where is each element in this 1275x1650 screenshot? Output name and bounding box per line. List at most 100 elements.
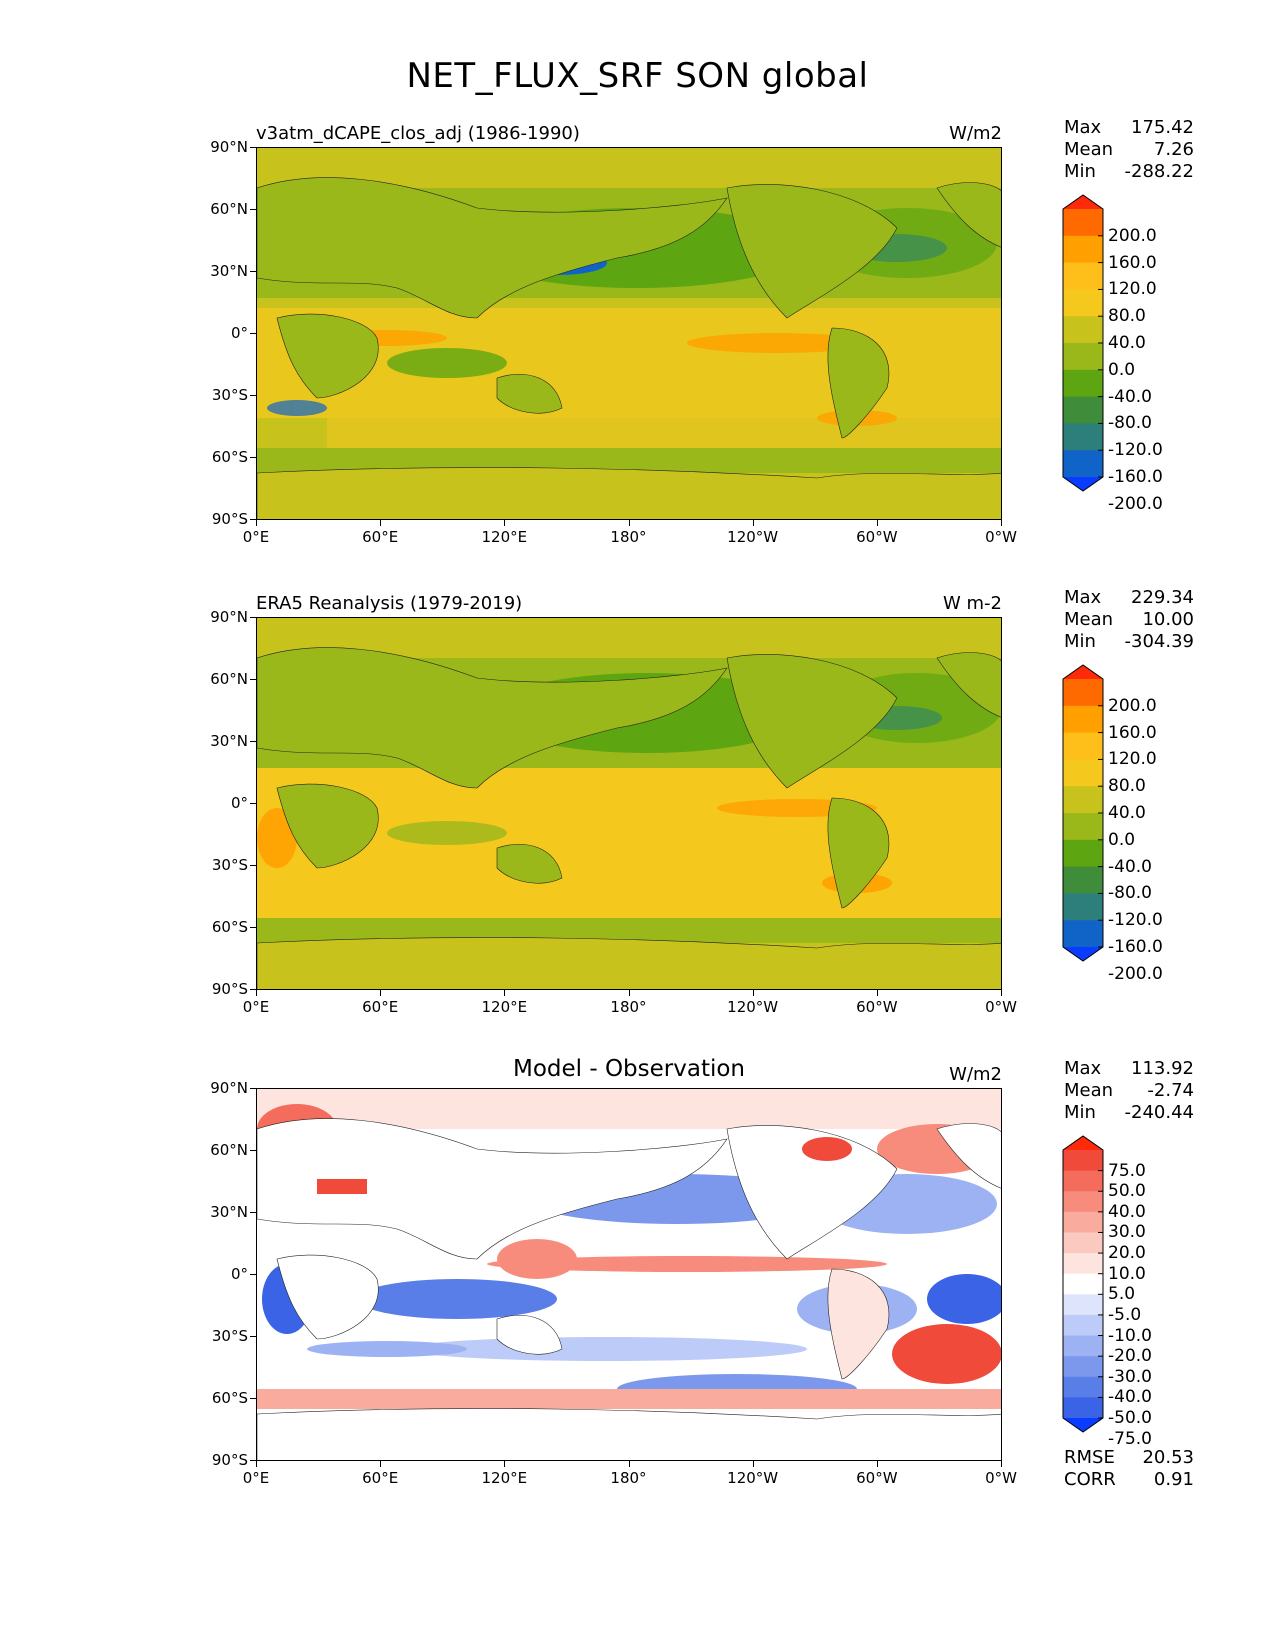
y-tick-label: 90°S bbox=[211, 1451, 248, 1469]
y-tick-mark bbox=[250, 1460, 256, 1461]
y-tick-label: 60°S bbox=[211, 918, 248, 936]
colorbar-segment bbox=[1063, 289, 1103, 317]
y-tick-label: 60°N bbox=[210, 200, 248, 218]
colorbar-tick-label: -75.0 bbox=[1108, 1428, 1152, 1449]
colorbar-tick-label: -80.0 bbox=[1108, 883, 1152, 904]
colorbar-segment bbox=[1063, 893, 1103, 921]
colorbar-tick-label: 20.0 bbox=[1108, 1243, 1146, 1264]
stat-max: 229.34 bbox=[1131, 587, 1194, 608]
colorbar-segment bbox=[1063, 1170, 1103, 1192]
y-tick-mark bbox=[250, 679, 256, 680]
colorbar-segment bbox=[1063, 343, 1103, 371]
colorbar-tick-label: -10.0 bbox=[1108, 1325, 1152, 1346]
panel-stats: Max 113.92 Mean -2.74 Min -240.44 bbox=[1064, 1058, 1194, 1124]
y-tick-label: 90°N bbox=[210, 138, 248, 156]
y-tick-mark bbox=[250, 1088, 256, 1089]
x-tick-label: 120°W bbox=[727, 998, 779, 1016]
map-model bbox=[256, 147, 1002, 520]
colorbar-segment bbox=[1063, 786, 1103, 814]
stat-min: -288.22 bbox=[1124, 161, 1194, 182]
y-tick-mark bbox=[250, 271, 256, 272]
stat-min: -304.39 bbox=[1124, 631, 1194, 652]
map-model-svg bbox=[257, 148, 1001, 519]
x-tick-mark bbox=[628, 1461, 630, 1467]
colorbar-tick-label: -200.0 bbox=[1108, 493, 1163, 514]
metric-corr: 0.91 bbox=[1153, 1469, 1194, 1490]
colorbar-segment bbox=[1063, 1191, 1103, 1213]
colorbar-tick-label: 160.0 bbox=[1108, 722, 1157, 743]
x-tick-mark bbox=[876, 520, 878, 526]
colorbar-tick-label: -40.0 bbox=[1108, 1387, 1152, 1408]
panel-units: W/m2 bbox=[949, 123, 1002, 144]
colorbar-tick-label: -40.0 bbox=[1108, 856, 1152, 877]
colorbar-segment bbox=[1063, 839, 1103, 868]
y-tick-label: 0° bbox=[230, 794, 248, 812]
colorbar-tick-label: 0.0 bbox=[1108, 829, 1136, 850]
colorbar-segment bbox=[1063, 813, 1103, 841]
colorbar-segment bbox=[1063, 759, 1103, 787]
metric-corr-label: CORR bbox=[1064, 1469, 1116, 1490]
map-difference bbox=[256, 1088, 1002, 1461]
panel-metrics: RMSE 20.53 CORR 0.91 bbox=[1064, 1447, 1194, 1491]
x-tick-label: 60°W bbox=[856, 528, 898, 546]
x-tick-label: 60°E bbox=[362, 1469, 399, 1487]
colorbar-tick-label: 40.0 bbox=[1108, 1201, 1146, 1222]
panel-center-title: Model - Observation bbox=[512, 1056, 746, 1082]
x-tick-mark bbox=[504, 520, 506, 526]
x-tick-mark bbox=[628, 520, 630, 526]
colorbar-segment bbox=[1063, 450, 1103, 478]
colorbar-segment bbox=[1063, 262, 1103, 290]
x-tick-mark bbox=[752, 990, 754, 996]
colorbar-segment bbox=[1063, 1294, 1103, 1316]
colorbar-segment bbox=[1063, 1253, 1103, 1275]
panel-units: W/m2 bbox=[949, 1064, 1002, 1085]
x-tick-label: 0°E bbox=[242, 998, 270, 1016]
stat-max: 113.92 bbox=[1131, 1058, 1194, 1079]
x-tick-label: 60°E bbox=[362, 998, 399, 1016]
y-tick-label: 30°N bbox=[210, 1203, 248, 1221]
y-tick-mark bbox=[250, 927, 256, 928]
y-tick-mark bbox=[250, 1398, 256, 1399]
y-tick-mark bbox=[250, 333, 256, 334]
colorbar-tick-label: 160.0 bbox=[1108, 252, 1157, 273]
x-tick-mark bbox=[876, 1461, 878, 1467]
y-tick-label: 60°N bbox=[210, 1141, 248, 1159]
colorbar-tick-label: -80.0 bbox=[1108, 413, 1152, 434]
y-tick-mark bbox=[250, 519, 256, 520]
colorbar-tick-label: 200.0 bbox=[1108, 695, 1157, 716]
panel-units: W m-2 bbox=[942, 593, 1002, 614]
colorbar-segment bbox=[1063, 1356, 1103, 1378]
stat-max-label: Max bbox=[1064, 587, 1102, 608]
colorbar-tick-label: -120.0 bbox=[1108, 910, 1163, 931]
x-tick-label: 120°W bbox=[727, 1469, 779, 1487]
y-tick-label: 30°S bbox=[211, 856, 248, 874]
panel-stats: Max 229.34 Mean 10.00 Min -304.39 bbox=[1064, 587, 1194, 653]
colorbar-segment bbox=[1063, 1335, 1103, 1357]
stat-min-label: Min bbox=[1064, 161, 1096, 182]
map-observation bbox=[256, 617, 1002, 990]
stat-mean: -2.74 bbox=[1147, 1080, 1194, 1101]
stat-mean-label: Mean bbox=[1064, 139, 1114, 160]
colorbar-segment bbox=[1063, 209, 1103, 237]
colorbar-segment bbox=[1063, 1314, 1103, 1337]
colorbar-tick-label: 200.0 bbox=[1108, 225, 1157, 246]
colorbar-segment bbox=[1063, 920, 1103, 948]
colorbar-segment bbox=[1063, 1376, 1103, 1398]
y-tick-mark bbox=[250, 617, 256, 618]
colorbar-tick-label: 40.0 bbox=[1108, 803, 1146, 823]
metric-rmse-label: RMSE bbox=[1064, 1447, 1115, 1468]
map-observation-svg bbox=[257, 618, 1001, 989]
x-tick-label: 0°W bbox=[985, 528, 1017, 546]
colorbar-tick-label: 50.0 bbox=[1108, 1181, 1146, 1202]
metric-rmse: 20.53 bbox=[1142, 1447, 1194, 1468]
colorbar-segment bbox=[1063, 1232, 1103, 1254]
colorbar-segment bbox=[1063, 705, 1103, 734]
x-tick-mark bbox=[380, 520, 382, 526]
colorbar-tick-label: -120.0 bbox=[1108, 440, 1163, 461]
y-tick-mark bbox=[250, 457, 256, 458]
x-tick-label: 0°E bbox=[242, 1469, 270, 1487]
y-tick-mark bbox=[250, 803, 256, 804]
y-tick-mark bbox=[250, 1150, 256, 1151]
colorbar-tick-label: 120.0 bbox=[1108, 749, 1157, 770]
x-tick-mark bbox=[504, 990, 506, 996]
